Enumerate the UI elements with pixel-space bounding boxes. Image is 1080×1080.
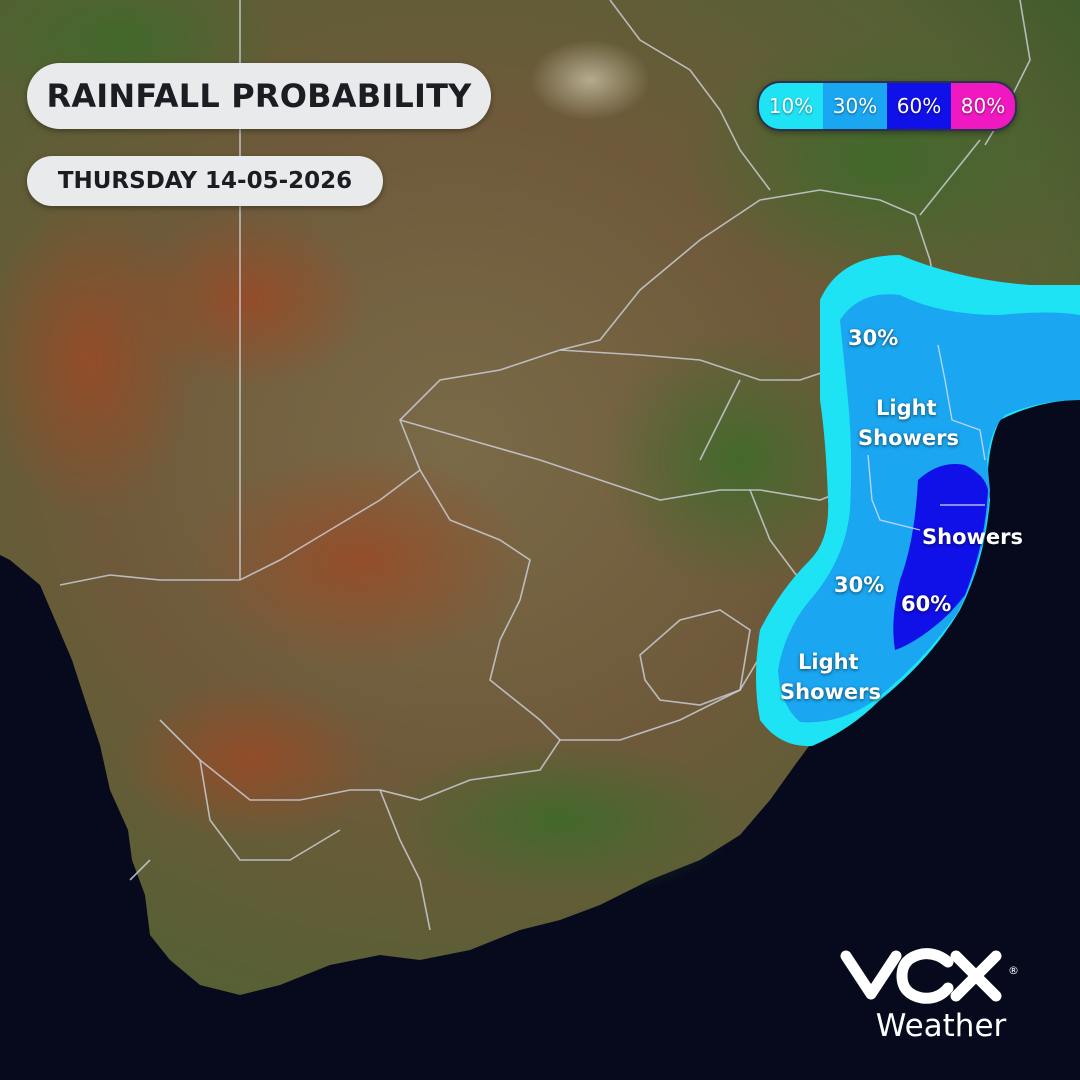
- legend-item-80: 80%: [951, 83, 1015, 129]
- terrain-red-cape: [120, 680, 380, 840]
- terrain-green-northeast: [680, 30, 1080, 290]
- label-coast-probability: 60%: [901, 592, 952, 616]
- terrain-green-east: [600, 330, 880, 590]
- terrain-red-center: [130, 210, 370, 390]
- legend-item-30: 30%: [823, 83, 887, 129]
- terrain-green-south: [380, 740, 740, 900]
- page-title: RAINFALL PROBABILITY: [27, 63, 491, 129]
- probability-legend: 10% 30% 60% 80%: [757, 81, 1017, 131]
- vox-logo-mark: [840, 948, 1002, 1004]
- legend-item-60: 60%: [887, 83, 951, 129]
- rainfall-zones: [756, 255, 1080, 747]
- label-south-light: Light: [798, 650, 859, 674]
- vox-weather-logo: ® Weather: [836, 944, 1026, 1050]
- registered-mark: ®: [1008, 964, 1019, 977]
- label-south-probability: 30%: [834, 573, 885, 597]
- label-north-light: Light: [876, 396, 937, 420]
- label-north-probability: 30%: [848, 326, 899, 350]
- zone-60-percent: [893, 464, 988, 650]
- label-south-showers: Showers: [780, 680, 882, 704]
- legend-item-10: 10%: [759, 83, 823, 129]
- label-coast-showers: Showers: [922, 525, 1024, 549]
- terrain-salt-pan: [530, 40, 650, 120]
- label-north-showers: Showers: [858, 426, 960, 450]
- logo-wordmark: Weather: [875, 1008, 1007, 1044]
- terrain-red-karoo: [190, 450, 530, 670]
- forecast-date: THURSDAY 14-05-2026: [27, 156, 383, 206]
